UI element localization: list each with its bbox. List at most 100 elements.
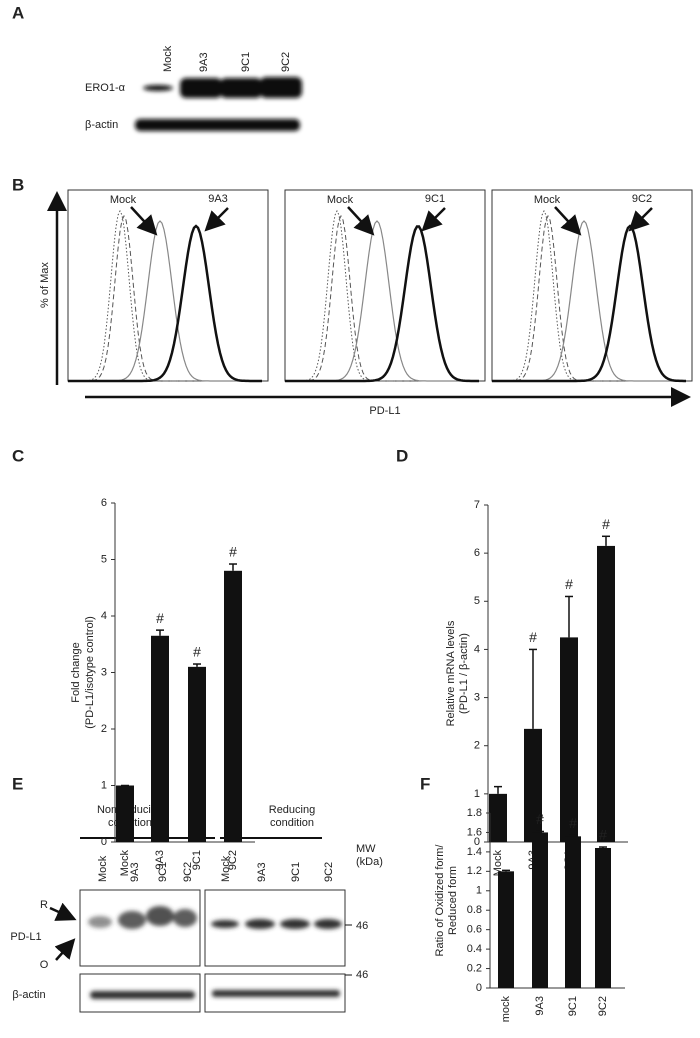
- mock-curve: [285, 220, 479, 382]
- row-label: O: [40, 959, 49, 971]
- panel-label: C: [12, 446, 24, 465]
- histogram-box: [284, 189, 486, 382]
- bar: [597, 545, 615, 842]
- y-tick-label: 0.8: [467, 904, 482, 916]
- y-tick-label: 5: [474, 595, 480, 607]
- y-tick-label: 7: [474, 499, 480, 511]
- bar: [532, 832, 548, 988]
- row-label: β-actin: [12, 989, 45, 1001]
- y-tick-label: 0: [101, 836, 107, 848]
- isotype-curve: [68, 214, 262, 382]
- lane-label: 9A3: [129, 862, 141, 882]
- y-tick-label: 0: [476, 982, 482, 994]
- lane-label: Mock: [220, 855, 232, 882]
- panel-label: F: [420, 774, 430, 793]
- y-axis-label: (PD-L1 / β-actin): [458, 633, 470, 714]
- y-tick-label: 1.6: [467, 826, 482, 838]
- y-axis-label: (PD-L1/isotype control): [84, 616, 96, 729]
- annotation: #: [599, 827, 607, 843]
- legend-label: Mock: [110, 194, 137, 206]
- annotation: #: [529, 629, 537, 645]
- y-tick-label: 6: [474, 547, 480, 559]
- y-tick-label: 1.8: [467, 807, 482, 819]
- isotype-curve: [492, 214, 686, 382]
- isotype-curve: [285, 214, 479, 382]
- annotation: #: [536, 811, 544, 827]
- mock-curve: [492, 220, 686, 382]
- y-tick-label: 3: [101, 666, 107, 678]
- group-title: condition: [270, 817, 314, 829]
- y-tick-label: 1.2: [467, 865, 482, 877]
- legend-label: 9C1: [425, 193, 445, 205]
- lane-label: 9A3: [198, 52, 210, 72]
- y-tick-label: 0.6: [467, 924, 482, 936]
- flow-panel: % of Max PD-L1 Mock 9A3 Mock 9C1 Mock 9C2: [39, 189, 693, 417]
- x-tick-label: 9C1: [567, 996, 579, 1016]
- x-tick-label: 9C2: [227, 850, 239, 870]
- panel-label: E: [12, 774, 23, 793]
- y-axis-label: Relative mRNA levels: [445, 620, 457, 726]
- y-tick-label: 5: [101, 553, 107, 565]
- x-tick-label: 9A3: [534, 996, 546, 1016]
- mock-curve: [68, 220, 262, 382]
- lane-label: Mock: [162, 45, 174, 72]
- lane-label: 9C2: [280, 52, 292, 72]
- annotation: #: [569, 815, 577, 831]
- arrow: [130, 206, 158, 236]
- y-axis-label: Reduced form: [447, 866, 459, 935]
- annotation: #: [156, 610, 164, 626]
- bar: [489, 793, 507, 842]
- arrow: [49, 902, 77, 921]
- y-tick-label: 0: [474, 836, 480, 848]
- axis-label: % of Max: [39, 262, 51, 308]
- panel-label: B: [12, 175, 24, 194]
- bar: [224, 570, 242, 842]
- arrow: [554, 206, 582, 236]
- blot-e: Non-reducing condition Reducing conditio…: [10, 804, 383, 1013]
- bar: [565, 836, 581, 988]
- sample-curve: [285, 225, 479, 383]
- annotation: #: [229, 544, 237, 560]
- lane-label: 9C2: [323, 862, 335, 882]
- lane-label: 9C1: [290, 862, 302, 882]
- histogram-box: [491, 189, 693, 382]
- y-tick-label: 1: [476, 885, 482, 897]
- y-tick-label: 1: [474, 788, 480, 800]
- bar: [524, 728, 542, 842]
- x-tick-label: Mock: [119, 850, 131, 877]
- arrow: [347, 206, 375, 236]
- arrow: [628, 207, 653, 232]
- blot-a: Mock 9A3 9C1 9C2 ERO1-α β-actin: [85, 45, 302, 131]
- arrow: [421, 207, 446, 232]
- legend-label: Mock: [327, 194, 354, 206]
- y-tick-label: 0.4: [467, 943, 482, 955]
- mw-marker: 46: [356, 920, 368, 932]
- lane-label: 9C2: [182, 862, 194, 882]
- lane-label: 9A3: [256, 862, 268, 882]
- sample-curve: [492, 224, 686, 383]
- y-tick-label: 2: [474, 740, 480, 752]
- panel-label: D: [396, 446, 408, 465]
- bar: [116, 785, 134, 842]
- y-tick-label: 4: [101, 610, 107, 622]
- bar: [560, 637, 578, 842]
- group-title: Reducing: [269, 804, 315, 816]
- x-tick-label: mock: [500, 996, 512, 1023]
- row-label: PD-L1: [10, 931, 41, 943]
- y-axis-label: Ratio of Oxidized form/: [434, 844, 446, 957]
- bar: [151, 635, 169, 842]
- bar: [188, 666, 206, 842]
- mw-marker: 46: [356, 969, 368, 981]
- histogram-box: [67, 189, 269, 382]
- x-tick-label: 9A3: [154, 850, 166, 870]
- mw-label: (kDa): [356, 856, 383, 868]
- sample-curve: [68, 224, 262, 383]
- row-label: ERO1-α: [85, 82, 126, 94]
- y-tick-label: 0.2: [467, 962, 482, 974]
- bar: [498, 871, 514, 988]
- arrow: [54, 938, 76, 961]
- y-tick-label: 3: [474, 691, 480, 703]
- legend-label: 9A3: [208, 193, 228, 205]
- y-tick-label: 1.4: [467, 846, 482, 858]
